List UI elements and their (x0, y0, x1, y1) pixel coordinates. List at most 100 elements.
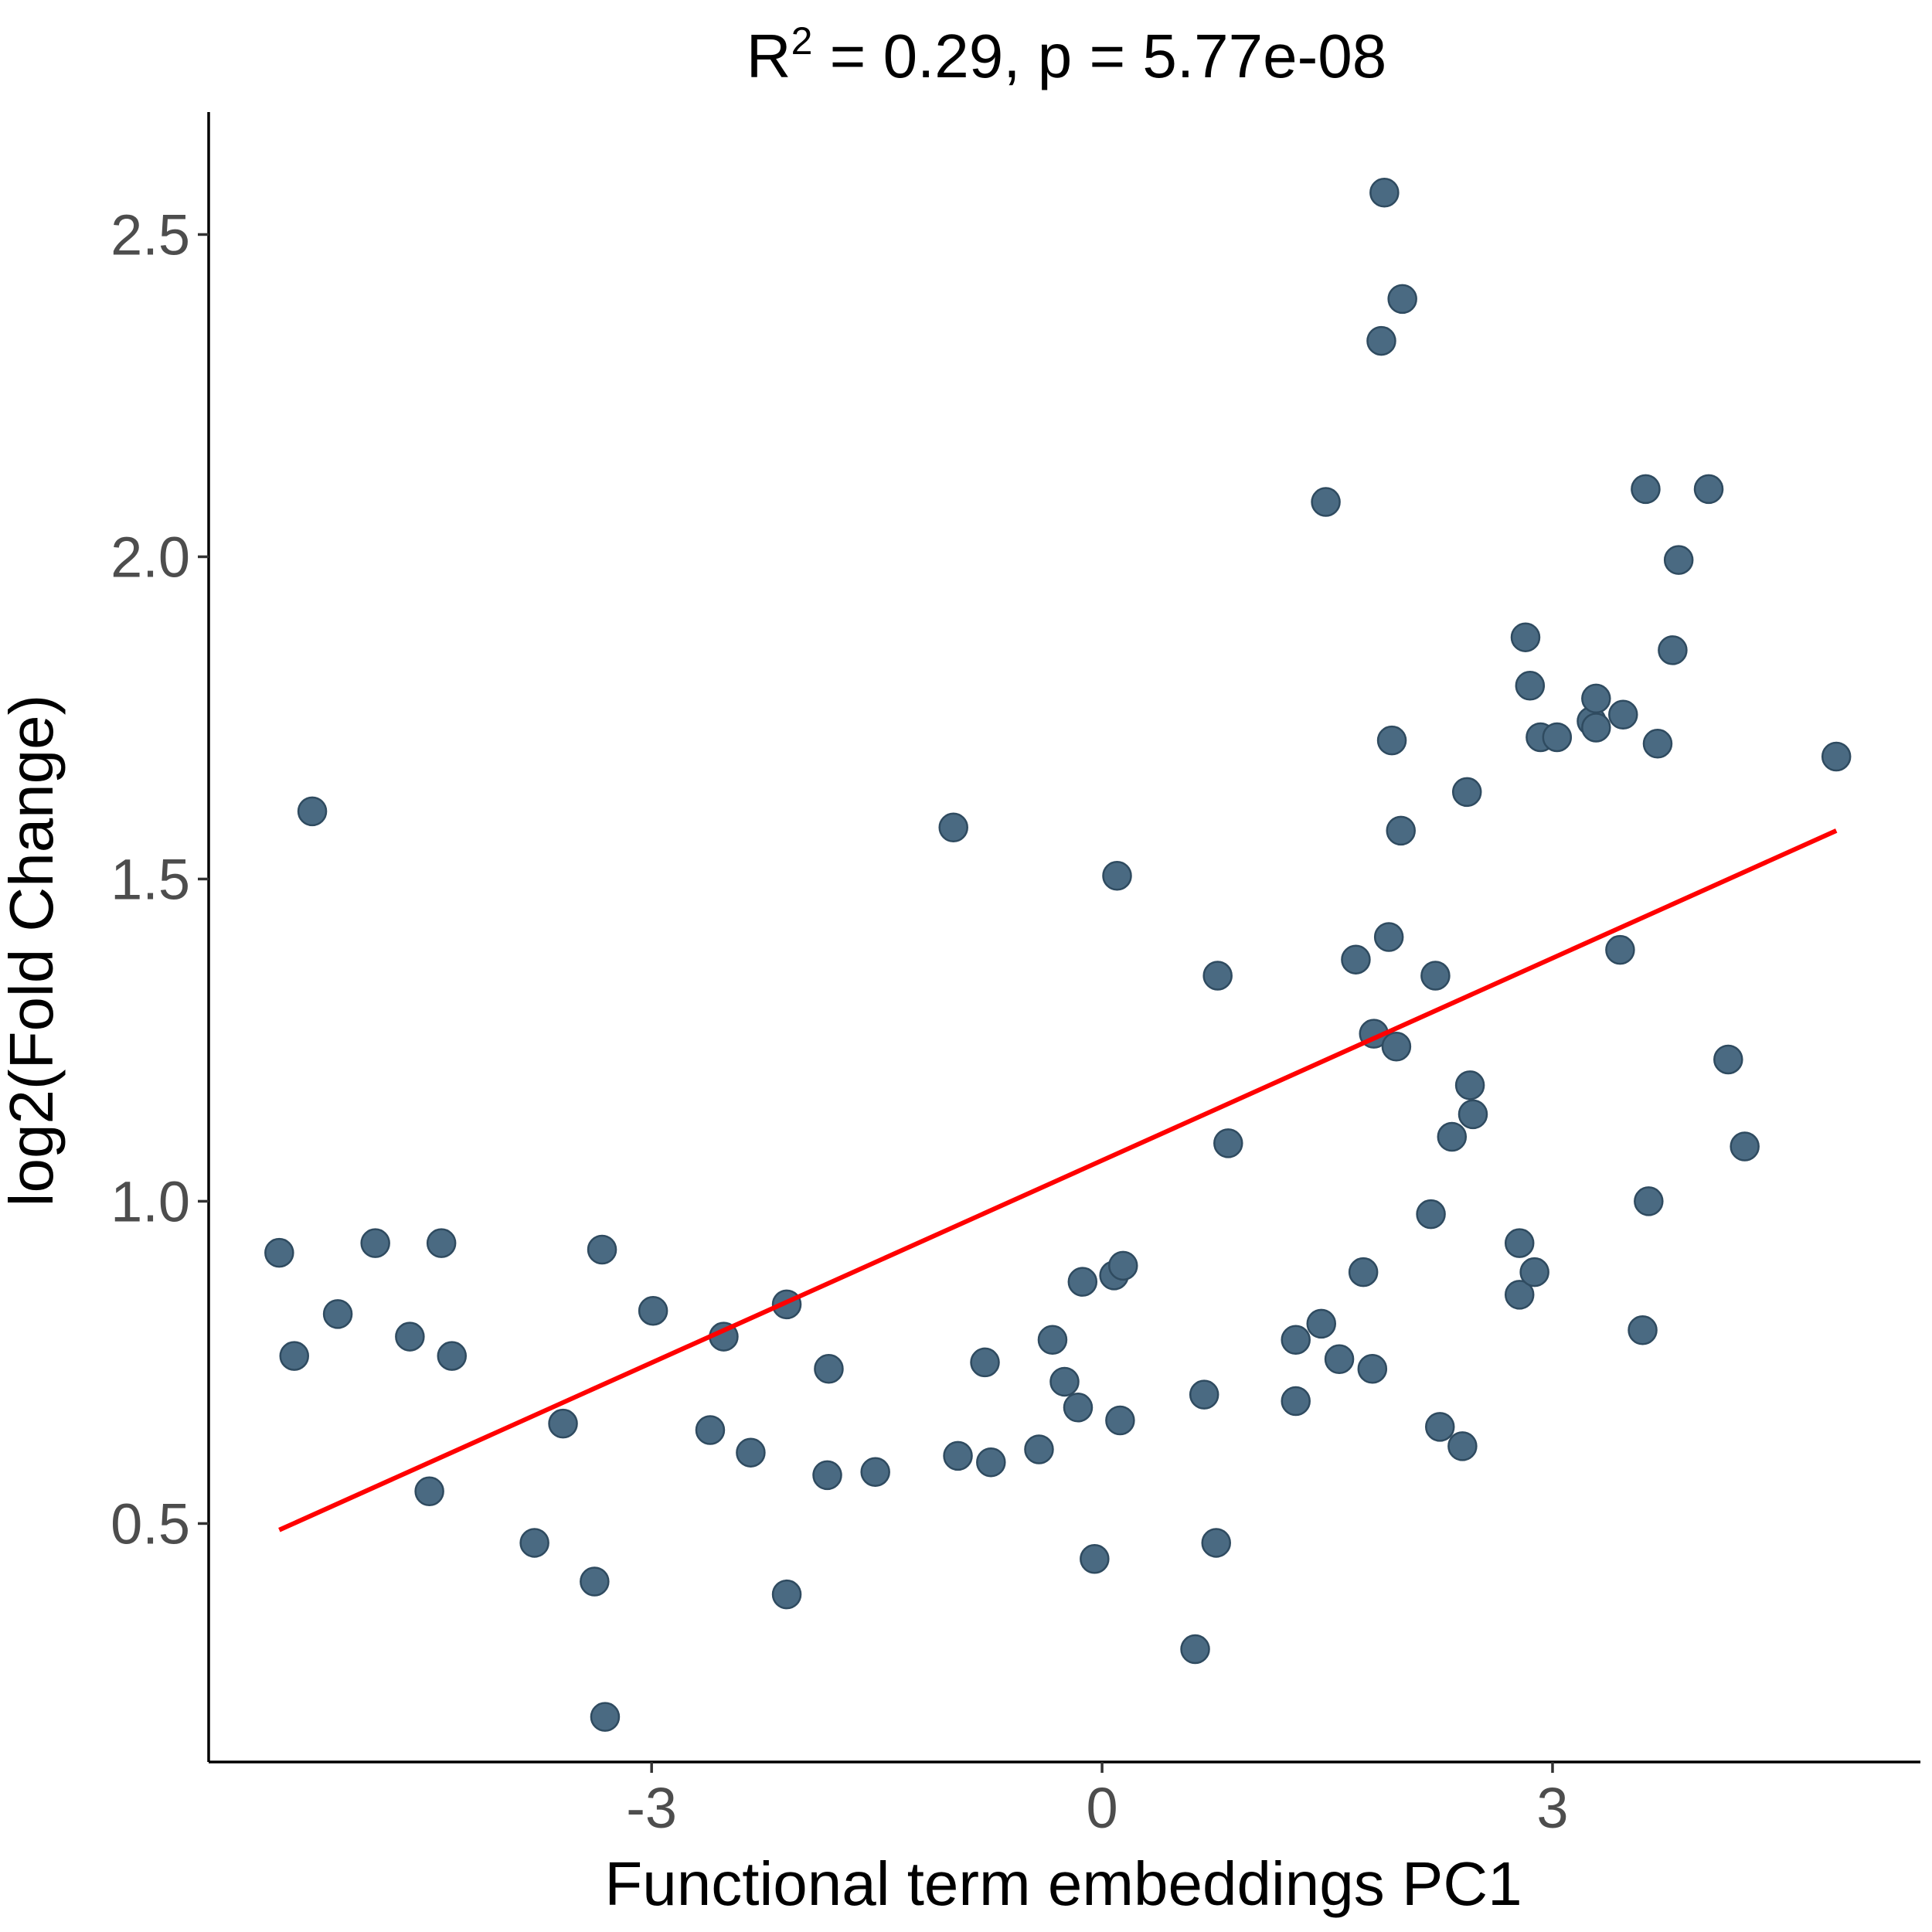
data-point (812, 1460, 842, 1491)
y-tick-label: 2.0 (111, 525, 190, 589)
data-point (1713, 1044, 1743, 1075)
data-point (938, 812, 968, 842)
data-point (426, 1228, 457, 1258)
data-point (1281, 1386, 1311, 1417)
data-point (1080, 1544, 1110, 1574)
data-point (322, 1299, 353, 1329)
data-point (1451, 777, 1482, 808)
data-point (580, 1566, 610, 1597)
data-point (1605, 934, 1635, 965)
data-point (814, 1354, 844, 1384)
y-tick-label: 1.0 (111, 1169, 190, 1233)
data-point (1510, 622, 1541, 652)
data-point (1458, 1099, 1488, 1130)
data-point (1102, 861, 1132, 891)
y-axis-ticks: 0.5 1.0 1.5 2.0 2.5 (111, 202, 209, 1556)
data-point (1730, 1131, 1760, 1162)
data-point (638, 1295, 668, 1326)
data-point (548, 1408, 578, 1439)
data-point (1821, 741, 1852, 772)
data-point (1067, 1267, 1098, 1297)
data-point (1376, 725, 1407, 756)
title-prefix: R (747, 22, 791, 90)
data-point (860, 1457, 890, 1487)
data-point (1454, 1070, 1485, 1100)
y-tick-label: 1.5 (111, 847, 190, 911)
data-point (1348, 1257, 1379, 1287)
data-point (1658, 635, 1688, 665)
data-point (587, 1234, 617, 1265)
x-axis-label: Functional term embeddings PC1 (604, 1849, 1522, 1918)
data-point (1105, 1405, 1135, 1436)
data-point (1369, 177, 1400, 208)
data-point (943, 1440, 973, 1471)
data-point (1437, 1121, 1468, 1152)
data-point (519, 1528, 549, 1558)
data-point (1381, 1032, 1412, 1062)
data-point (590, 1702, 621, 1732)
data-point (1420, 961, 1451, 991)
data-point (1504, 1228, 1535, 1258)
data-point (1581, 713, 1611, 743)
data-point (1693, 474, 1724, 505)
data-point (1281, 1325, 1311, 1355)
data-point (1386, 815, 1416, 846)
data-point (297, 796, 328, 827)
data-point (1581, 683, 1611, 714)
data-point (1642, 729, 1673, 759)
data-point (1024, 1434, 1054, 1464)
data-point (279, 1341, 309, 1371)
y-tick-label: 0.5 (111, 1492, 190, 1556)
points-layer (264, 177, 1852, 1732)
data-point (264, 1237, 294, 1268)
data-point (1189, 1379, 1219, 1410)
data-point (1447, 1431, 1478, 1461)
data-point (1311, 487, 1341, 517)
x-tick-label: 0 (1086, 1776, 1117, 1840)
data-point (1108, 1250, 1138, 1281)
data-point (1213, 1128, 1243, 1158)
data-point (1202, 961, 1233, 991)
data-point (1416, 1199, 1446, 1230)
x-tick-label: -3 (626, 1776, 677, 1840)
chart-title: R2 = 0.29, p = 5.77e-08 (747, 19, 1386, 90)
data-point (1324, 1344, 1355, 1375)
data-point (736, 1437, 766, 1468)
data-point (970, 1347, 1000, 1378)
data-point (1306, 1308, 1336, 1339)
data-point (1515, 670, 1546, 701)
data-point (1631, 474, 1661, 505)
data-point (1180, 1634, 1210, 1665)
data-point (1608, 699, 1638, 730)
data-point (1628, 1315, 1658, 1345)
data-point (1341, 944, 1371, 975)
trend-line (278, 828, 1838, 1532)
data-point (1519, 1257, 1549, 1287)
data-point (1201, 1528, 1231, 1558)
data-point (1037, 1325, 1068, 1355)
data-point (1504, 1280, 1535, 1310)
data-point (695, 1415, 726, 1445)
data-point (771, 1579, 802, 1610)
title-rest: = 0.29, p = 5.77e-08 (812, 22, 1386, 90)
y-axis-label: log2(Fold Change) (0, 695, 66, 1207)
data-point (1366, 325, 1396, 356)
data-point (976, 1447, 1006, 1478)
x-axis-ticks: -3 0 3 (626, 1762, 1569, 1840)
x-tick-label: 3 (1536, 1776, 1568, 1840)
y-tick-label: 2.5 (111, 202, 190, 267)
data-point (1387, 284, 1417, 315)
data-point (1357, 1354, 1388, 1384)
data-point (1373, 922, 1404, 952)
data-point (1063, 1393, 1094, 1423)
data-point (414, 1476, 444, 1506)
data-point (1634, 1186, 1664, 1216)
data-point (1663, 545, 1694, 575)
data-point (1424, 1412, 1455, 1442)
data-point (1049, 1366, 1080, 1397)
data-point (1542, 722, 1573, 753)
title-superscript: 2 (791, 19, 813, 63)
data-point (395, 1321, 425, 1352)
data-point (360, 1228, 390, 1258)
